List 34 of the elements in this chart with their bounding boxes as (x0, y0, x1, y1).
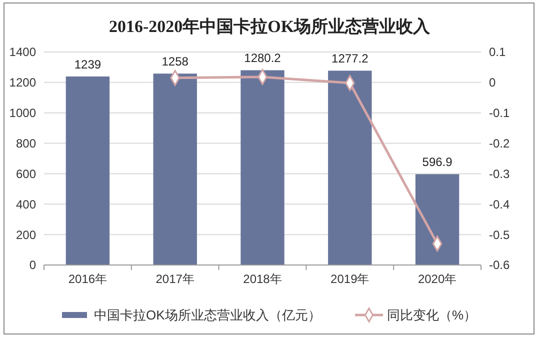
y-tick-label: 200 (16, 228, 36, 242)
y2-tick-label: -0.5 (489, 228, 510, 242)
y-tick-label: 0 (29, 258, 36, 272)
bar (415, 174, 460, 265)
data-label: 1239 (74, 57, 102, 72)
data-label: 1258 (162, 54, 189, 69)
y-tick-label: 800 (16, 136, 36, 150)
y-tick-label: 600 (16, 166, 36, 181)
y2-tick-label: -0.3 (489, 166, 510, 181)
bar (240, 70, 284, 265)
bar (66, 76, 110, 265)
legend-label: 同比变化（%） (387, 308, 477, 323)
y-tick-label: 1200 (9, 76, 36, 90)
y2-tick-label: 0.1 (489, 45, 506, 60)
y-tick-label: 1000 (9, 106, 36, 120)
x-tick-label: 2020年 (418, 272, 457, 286)
data-label: 596.9 (422, 155, 453, 170)
y2-tick-label: -0.2 (489, 136, 510, 150)
y2-tick-label: 0 (489, 76, 496, 90)
bar (328, 70, 372, 265)
y2-tick-label: -0.6 (489, 258, 510, 272)
x-tick-label: 2017年 (156, 272, 194, 286)
x-tick-label: 2019年 (330, 272, 370, 286)
x-tick-label: 2016年 (68, 272, 108, 286)
data-label: 1280.2 (244, 51, 282, 66)
x-tick-label: 2018年 (243, 272, 282, 286)
data-label: 1277.2 (332, 52, 369, 66)
bar (153, 74, 197, 265)
legend-label: 中国卡拉OK场所业态营业收入（亿元） (94, 308, 321, 323)
y2-tick-label: -0.1 (489, 106, 510, 120)
y-tick-label: 400 (16, 197, 36, 212)
chart-title: 2016-2020年中国卡拉OK场所业态营业收入 (108, 17, 432, 36)
y-tick-label: 1400 (9, 45, 36, 60)
y2-tick-label: -0.4 (489, 197, 510, 212)
